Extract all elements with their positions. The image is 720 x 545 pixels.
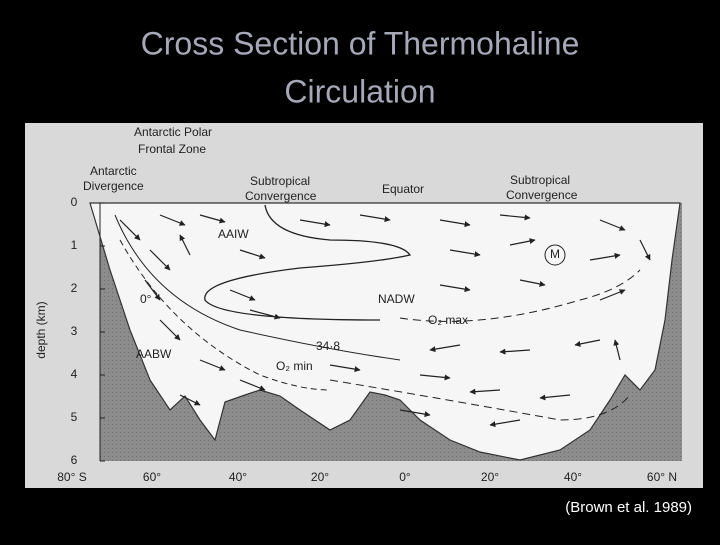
o2-min-line — [119, 239, 331, 391]
depth-tick-label: 0 — [71, 195, 78, 209]
label: Antarctic Polar — [134, 125, 212, 139]
flow-arrow — [439, 219, 471, 228]
flow-arrow — [399, 409, 431, 418]
flow-arrow — [439, 284, 471, 293]
flow-arrow — [329, 364, 361, 373]
flow-arrow — [199, 214, 226, 224]
flow-arrow — [159, 319, 181, 341]
deep-line — [329, 379, 631, 421]
label: 0° — [140, 292, 152, 306]
depth-tick-label: 1 — [71, 238, 78, 252]
ocean — [89, 202, 681, 461]
flow-arrow — [119, 219, 141, 241]
label: Convergence — [245, 189, 317, 203]
flow-arrow — [509, 238, 536, 246]
flow-arrow — [429, 344, 461, 353]
flow-arrow — [229, 289, 256, 301]
depth-tick-label: 2 — [71, 281, 78, 295]
label: Convergence — [506, 188, 578, 202]
axis-label: depth (km) — [34, 301, 48, 358]
flow-arrow — [469, 388, 501, 395]
latitude-label: 80° S — [57, 470, 86, 484]
flow-arrow — [539, 394, 571, 401]
flow-arrow — [179, 394, 201, 406]
flow-arrow — [589, 252, 621, 261]
isoline — [114, 214, 401, 361]
flow-arrow — [239, 249, 266, 260]
latitude-label: 60° — [143, 470, 161, 484]
label: Subtropical — [250, 174, 310, 188]
depth-tick-label: 3 — [71, 324, 78, 338]
depth-tick-label: 6 — [71, 453, 78, 467]
flow-arrow — [449, 249, 481, 258]
label: M — [550, 247, 560, 261]
label: Equator — [382, 182, 424, 196]
flow-arrow — [299, 219, 331, 228]
label: Divergence — [83, 179, 144, 193]
latitude-label: 40° — [229, 470, 247, 484]
label: Subtropical — [510, 173, 570, 187]
flow-arrow — [144, 279, 161, 301]
flow-arrow — [489, 419, 521, 428]
title-line: Cross Section of Thermohaline — [141, 25, 580, 61]
flow-arrow — [639, 239, 651, 261]
latitude-label: 0° — [399, 470, 411, 484]
m-circle — [544, 244, 566, 266]
latitude-label: 20° — [311, 470, 329, 484]
label: Antarctic — [90, 164, 137, 178]
aaiw-tongue — [204, 204, 412, 321]
latitude-label: 20° — [481, 470, 499, 484]
depth-tick-label: 4 — [71, 367, 78, 381]
o2-max-line — [399, 269, 641, 322]
flow-arrow — [519, 279, 546, 287]
flow-arrow — [359, 214, 391, 223]
label: Frontal Zone — [138, 142, 206, 156]
flow-arrow — [499, 348, 531, 355]
flow-arrow — [179, 234, 191, 256]
latitude-label: 60° N — [647, 470, 677, 484]
label: NADW — [378, 292, 415, 306]
flow-arrow — [599, 219, 626, 231]
flow-arrow — [574, 339, 601, 347]
label: 34·8 — [316, 339, 340, 353]
flow-arrow — [199, 359, 226, 371]
label: O₂ min — [276, 359, 313, 373]
flow-arrow — [419, 374, 451, 381]
label: O₂ max — [428, 313, 468, 327]
flow-arrow — [239, 379, 266, 391]
depth-tick-label: 5 — [71, 410, 78, 424]
label: AAIW — [218, 227, 249, 241]
flow-arrow — [613, 339, 621, 361]
flow-arrow — [249, 309, 281, 320]
flow-arrow — [599, 289, 626, 301]
label: AABW — [136, 347, 172, 361]
title-line: Circulation — [284, 73, 435, 109]
flow-arrow — [159, 214, 186, 226]
latitude-label: 40° — [564, 470, 582, 484]
flow-arrow — [499, 214, 531, 221]
figure: depth (km) Antarctic Polar Frontal Zone … — [25, 123, 703, 488]
caption: (Brown et al. 1989) — [565, 499, 692, 516]
flow-arrow — [149, 249, 171, 271]
